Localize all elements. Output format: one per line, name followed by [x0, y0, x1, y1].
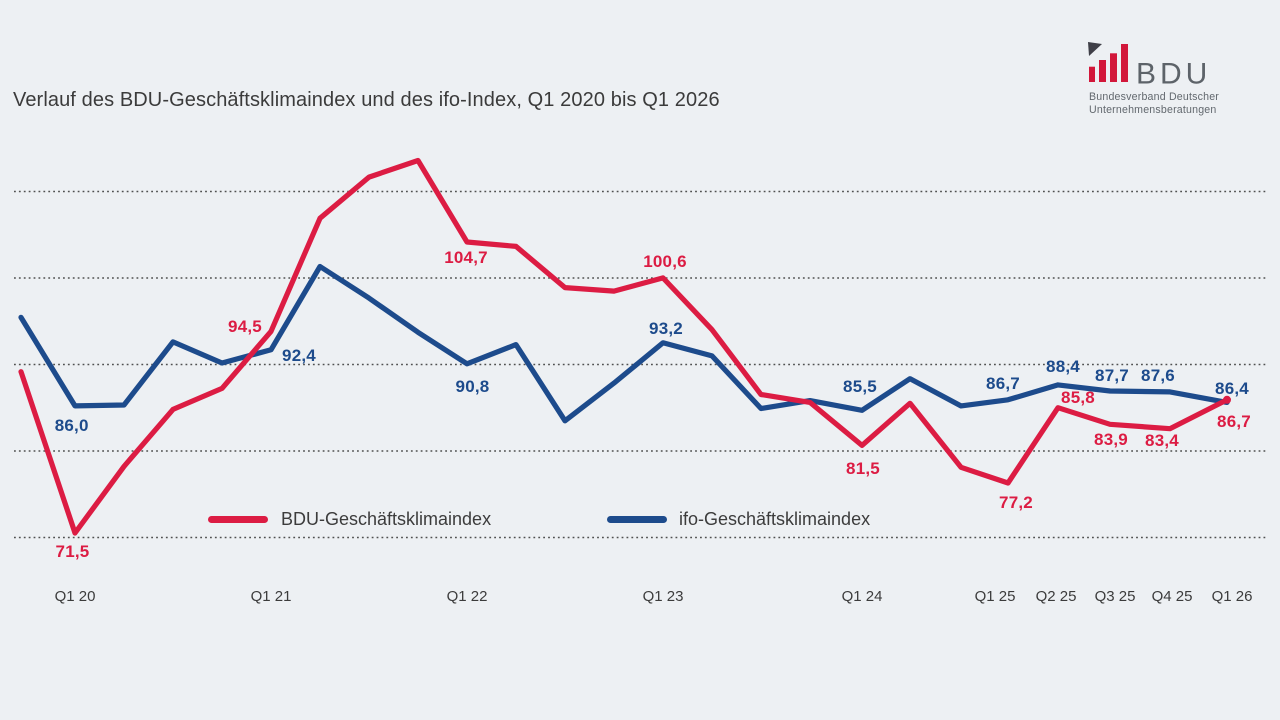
- bdu-logo: BDU Bundesverband Deutscher Unternehmens…: [1086, 38, 1276, 120]
- page-title: Verlauf des BDU-Geschäftsklimaindex und …: [13, 89, 720, 111]
- x-axis-label-q1-21: Q1 21: [250, 588, 292, 605]
- value-label-ifo-q1-22: 90,8: [455, 376, 490, 396]
- bdu-series-end-marker-icon: [1223, 395, 1231, 404]
- x-axis-label-q2-25: Q2 25: [1035, 588, 1077, 605]
- value-label-ifo-q1-23: 93,2: [649, 318, 683, 338]
- bdu-series-swatch-icon: [208, 516, 268, 523]
- value-label-bdu-q1-20: 71,5: [55, 541, 90, 561]
- value-label-bdu-q1-26: 86,7: [1217, 412, 1251, 432]
- value-label-bdu-q1-22: 104,7: [444, 248, 488, 267]
- legend-item-ifo: ifo-Geschäftsklimaindex: [607, 509, 870, 530]
- bdu-logo-bar-icon: [1089, 66, 1095, 82]
- bdu-logo-acronym: BDU: [1136, 58, 1211, 91]
- value-label-ifo-q1-20: 86,0: [54, 415, 89, 435]
- x-axis-label-q4-25: Q4 25: [1151, 588, 1193, 605]
- x-axis-label-q1-20: Q1 20: [54, 588, 96, 605]
- value-label-bdu-q2-25: 85,8: [1061, 387, 1095, 407]
- value-label-ifo-q1-24: 85,5: [843, 377, 877, 397]
- legend-item-bdu: BDU-Geschäftsklimaindex: [208, 509, 491, 530]
- series-line-bdu: [18, 157, 1230, 536]
- bdu-logo-subtitle-line1: Bundesverband Deutscher: [1089, 91, 1219, 103]
- bdu-logo-graphic: BDU Bundesverband Deutscher Unternehmens…: [1088, 42, 1219, 116]
- x-axis-label-q1-23: Q1 23: [642, 588, 684, 605]
- value-label-bdu-q1-25: 77,2: [999, 492, 1033, 512]
- ifo-series-swatch-icon: [607, 516, 667, 523]
- series-line-ifo: [18, 263, 1230, 424]
- bdu-logo-bar-icon: [1121, 44, 1128, 82]
- value-label-ifo-q1-25: 86,7: [986, 373, 1020, 393]
- value-label-ifo-q3-25: 87,7: [1095, 366, 1129, 385]
- value-label-ifo-q2-25: 88,4: [1046, 356, 1080, 376]
- x-axis-label-q1-24: Q1 24: [841, 588, 883, 605]
- bdu-logo-bar-icon: [1099, 60, 1106, 82]
- value-label-bdu-q1-23: 100,6: [643, 251, 687, 271]
- bdu-logo-flag-icon: [1088, 42, 1102, 56]
- value-label-bdu-q1-21: 94,5: [228, 317, 262, 337]
- value-label-ifo-q4-25: 87,6: [1141, 365, 1175, 385]
- value-label-bdu-q1-24: 81,5: [846, 458, 880, 478]
- value-label-bdu-q3-25: 83,9: [1094, 430, 1128, 450]
- x-axis-label-q1-26: Q1 26: [1211, 588, 1253, 605]
- value-label-ifo-q1-21: 92,4: [282, 345, 316, 365]
- bdu-logo-subtitle-line2: Unternehmensberatungen: [1089, 104, 1217, 116]
- legend-label-bdu: BDU-Geschäftsklimaindex: [281, 509, 492, 529]
- value-label-ifo-q1-26: 86,4: [1215, 378, 1249, 398]
- x-axis-label-q1-25: Q1 25: [974, 588, 1016, 605]
- legend-label-ifo: ifo-Geschäftsklimaindex: [679, 509, 871, 529]
- value-label-bdu-q4-25: 83,4: [1145, 430, 1179, 450]
- x-axis-label-q3-25: Q3 25: [1094, 588, 1136, 605]
- bdu-logo-bar-icon: [1110, 53, 1117, 82]
- x-axis-label-q1-22: Q1 22: [446, 588, 488, 605]
